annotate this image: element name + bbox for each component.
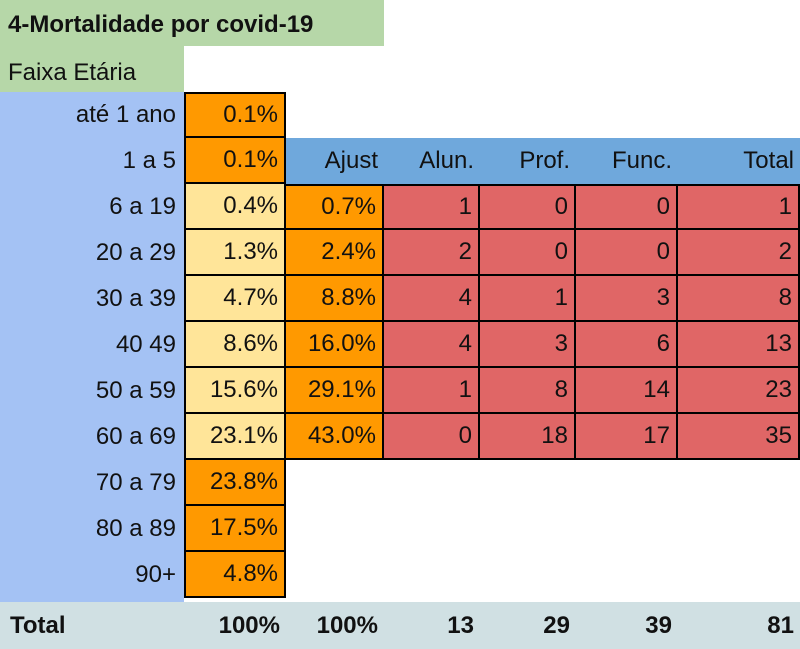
count-cell-func: 0 bbox=[576, 230, 678, 276]
total-func: 39 bbox=[645, 611, 672, 639]
count-cell-alun: 2 bbox=[384, 230, 480, 276]
age-percent-cell: 0.1% bbox=[184, 92, 286, 138]
age-label: 30 a 39 bbox=[95, 285, 176, 312]
age-group-heading: Faixa Etária bbox=[0, 46, 184, 92]
age-percent-cell: 23.1% bbox=[184, 414, 286, 460]
adjusted-percent-cell: 0.7% bbox=[286, 184, 384, 230]
count-cell-total: 13 bbox=[678, 322, 800, 368]
count-cell-func: 14 bbox=[576, 368, 678, 414]
adjusted-percent-cell: 43.0% bbox=[286, 414, 384, 460]
age-label: 70 a 79 bbox=[95, 469, 176, 496]
age-column-background bbox=[0, 92, 184, 602]
column-header-func: Func. bbox=[611, 147, 672, 174]
total-prof: 29 bbox=[543, 611, 570, 639]
count-cell-total: 1 bbox=[678, 184, 800, 230]
age-label: 40 49 bbox=[115, 331, 176, 358]
count-cell-alun: 1 bbox=[384, 184, 480, 230]
age-percent-cell: 1.3% bbox=[184, 230, 286, 276]
age-label: até 1 ano bbox=[75, 101, 176, 128]
age-percent-cell: 17.5% bbox=[184, 506, 286, 552]
count-cell-alun: 4 bbox=[384, 276, 480, 322]
count-cell-alun: 0 bbox=[384, 414, 480, 460]
count-cell-alun: 4 bbox=[384, 322, 480, 368]
age-label: 6 a 19 bbox=[109, 193, 176, 220]
header-band bbox=[286, 138, 800, 184]
count-cell-func: 6 bbox=[576, 322, 678, 368]
count-cell-total: 2 bbox=[678, 230, 800, 276]
age-percent-cell: 8.6% bbox=[184, 322, 286, 368]
sheet-title: 4-Mortalidade por covid-19 bbox=[0, 0, 384, 46]
age-percent-cell: 0.1% bbox=[184, 138, 286, 184]
age-percent-cell: 15.6% bbox=[184, 368, 286, 414]
column-header-total: Total bbox=[743, 147, 794, 174]
age-label: 20 a 29 bbox=[95, 239, 176, 266]
count-cell-total: 35 bbox=[678, 414, 800, 460]
count-cell-prof: 0 bbox=[480, 184, 576, 230]
total-total: 81 bbox=[767, 611, 794, 639]
column-header-prof: Prof. bbox=[519, 147, 570, 174]
count-cell-prof: 1 bbox=[480, 276, 576, 322]
adjusted-percent-cell: 2.4% bbox=[286, 230, 384, 276]
count-cell-func: 17 bbox=[576, 414, 678, 460]
age-percent-cell: 4.7% bbox=[184, 276, 286, 322]
count-cell-prof: 3 bbox=[480, 322, 576, 368]
total-row bbox=[0, 602, 800, 649]
age-label: 1 a 5 bbox=[122, 147, 176, 174]
adjusted-percent-cell: 8.8% bbox=[286, 276, 384, 322]
total-label: Total bbox=[10, 611, 66, 639]
column-header-alun: Alun. bbox=[419, 147, 474, 174]
count-cell-prof: 18 bbox=[480, 414, 576, 460]
count-cell-prof: 0 bbox=[480, 230, 576, 276]
column-header-ajust: Ajust bbox=[324, 147, 378, 174]
total-pct: 100% bbox=[218, 611, 280, 639]
count-cell-func: 0 bbox=[576, 184, 678, 230]
age-percent-cell: 23.8% bbox=[184, 460, 286, 506]
count-cell-alun: 1 bbox=[384, 368, 480, 414]
total-alun: 13 bbox=[447, 611, 474, 639]
adjusted-percent-cell: 16.0% bbox=[286, 322, 384, 368]
total-ajust: 100% bbox=[316, 611, 378, 639]
age-label: 50 a 59 bbox=[95, 377, 176, 404]
adjusted-percent-cell: 29.1% bbox=[286, 368, 384, 414]
age-percent-cell: 0.4% bbox=[184, 184, 286, 230]
count-cell-func: 3 bbox=[576, 276, 678, 322]
age-label: 80 a 89 bbox=[95, 515, 176, 542]
age-label: 90+ bbox=[135, 561, 176, 588]
age-label: 60 a 69 bbox=[95, 423, 176, 450]
count-cell-total: 23 bbox=[678, 368, 800, 414]
age-percent-cell: 4.8% bbox=[184, 552, 286, 598]
count-cell-total: 8 bbox=[678, 276, 800, 322]
count-cell-prof: 8 bbox=[480, 368, 576, 414]
